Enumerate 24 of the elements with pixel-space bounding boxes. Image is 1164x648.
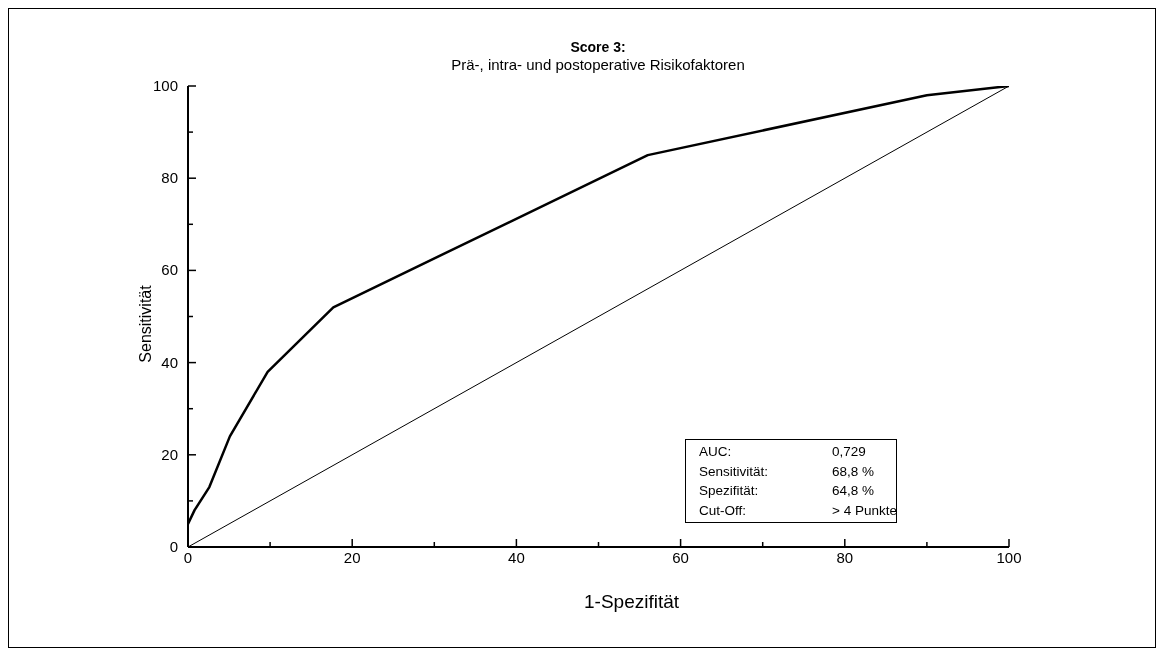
chart-subtitle: Prä-, intra- und postoperative Risikofaktoren	[450, 56, 746, 73]
annotation: Cut-Off:	[699, 502, 747, 520]
annotation: Sensitivität:	[699, 463, 770, 481]
chart-title: Score 3:	[569, 39, 627, 55]
annotation: 0,729	[832, 444, 867, 461]
x-tick-label: 20	[343, 549, 361, 566]
y-tick-label: 60	[161, 261, 178, 279]
annotation: Spezifität:	[699, 483, 760, 500]
x-tick-label: 80	[836, 549, 854, 566]
annotation: > 4 Punkte	[832, 502, 897, 520]
y-tick-label: 20	[161, 445, 178, 463]
y-tick-label: 80	[161, 169, 178, 187]
annotation: AUC:	[699, 444, 733, 461]
x-tick-label: 0	[183, 549, 193, 566]
x-axis-title: 1-Spezifität	[584, 591, 680, 612]
x-tick-label: 60	[672, 549, 689, 566]
x-tick-label: 100	[996, 549, 1022, 566]
y-tick-label: 0	[169, 538, 178, 555]
y-axis-title: Sensitivität	[137, 285, 155, 363]
annotation: 68,8 %	[832, 463, 876, 481]
y-tick-label: 40	[161, 353, 178, 371]
y-tick-label: 100	[152, 77, 178, 94]
x-tick-label: 40	[508, 549, 525, 566]
annotation: 64,8 %	[832, 483, 876, 500]
